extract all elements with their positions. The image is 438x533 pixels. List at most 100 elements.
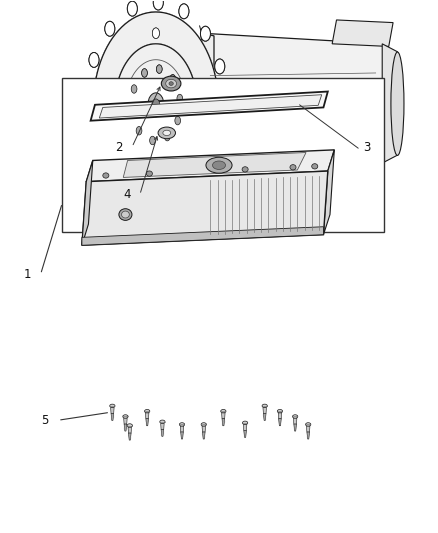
Ellipse shape — [85, 129, 95, 144]
Ellipse shape — [127, 1, 138, 16]
Ellipse shape — [89, 52, 99, 67]
Ellipse shape — [145, 409, 150, 413]
Ellipse shape — [105, 21, 115, 36]
Ellipse shape — [136, 126, 142, 135]
Polygon shape — [332, 20, 393, 46]
Polygon shape — [128, 433, 131, 440]
Ellipse shape — [150, 136, 155, 145]
Ellipse shape — [170, 75, 176, 83]
Polygon shape — [115, 44, 197, 166]
Ellipse shape — [119, 188, 128, 203]
Ellipse shape — [170, 75, 176, 83]
Ellipse shape — [152, 171, 159, 182]
Ellipse shape — [146, 171, 152, 176]
Ellipse shape — [293, 415, 298, 418]
Polygon shape — [228, 160, 271, 176]
Polygon shape — [201, 33, 385, 176]
Ellipse shape — [170, 196, 180, 211]
Polygon shape — [161, 430, 164, 437]
Polygon shape — [124, 424, 127, 431]
Ellipse shape — [179, 4, 189, 19]
Ellipse shape — [121, 211, 129, 218]
Ellipse shape — [152, 99, 160, 111]
Ellipse shape — [312, 164, 318, 169]
Polygon shape — [82, 227, 323, 245]
Ellipse shape — [175, 116, 180, 125]
Ellipse shape — [144, 199, 154, 214]
Polygon shape — [145, 413, 149, 419]
Ellipse shape — [219, 111, 229, 126]
Polygon shape — [82, 171, 328, 245]
Ellipse shape — [193, 178, 203, 193]
FancyBboxPatch shape — [296, 115, 360, 157]
Ellipse shape — [110, 404, 115, 408]
Ellipse shape — [262, 404, 267, 408]
Polygon shape — [278, 413, 282, 419]
Polygon shape — [293, 418, 297, 424]
Ellipse shape — [105, 21, 115, 36]
Ellipse shape — [141, 69, 147, 77]
Ellipse shape — [215, 59, 225, 74]
Polygon shape — [307, 426, 310, 432]
Ellipse shape — [212, 161, 226, 169]
Ellipse shape — [215, 59, 225, 74]
Ellipse shape — [201, 26, 210, 41]
Polygon shape — [382, 44, 397, 163]
Ellipse shape — [158, 127, 176, 139]
Ellipse shape — [220, 98, 230, 112]
Ellipse shape — [127, 424, 132, 427]
Ellipse shape — [153, 0, 163, 10]
Ellipse shape — [156, 65, 162, 74]
Ellipse shape — [166, 79, 177, 88]
Polygon shape — [263, 414, 266, 421]
Polygon shape — [93, 12, 219, 198]
Polygon shape — [99, 95, 322, 118]
Polygon shape — [323, 150, 334, 235]
Ellipse shape — [119, 188, 128, 203]
Ellipse shape — [212, 123, 219, 132]
Polygon shape — [279, 419, 281, 426]
Polygon shape — [115, 44, 197, 166]
Ellipse shape — [201, 423, 206, 426]
Ellipse shape — [306, 423, 311, 426]
Ellipse shape — [85, 129, 95, 144]
Polygon shape — [82, 160, 93, 245]
Polygon shape — [91, 92, 328, 120]
Polygon shape — [180, 426, 184, 432]
Ellipse shape — [211, 149, 221, 164]
Ellipse shape — [152, 28, 159, 38]
Ellipse shape — [131, 85, 137, 93]
Ellipse shape — [277, 409, 283, 413]
Text: 1: 1 — [24, 268, 31, 281]
Ellipse shape — [148, 93, 164, 117]
Ellipse shape — [129, 107, 135, 115]
Ellipse shape — [152, 99, 160, 111]
Ellipse shape — [98, 163, 108, 178]
Polygon shape — [222, 413, 225, 419]
Polygon shape — [111, 414, 114, 421]
Polygon shape — [202, 426, 205, 432]
Ellipse shape — [148, 93, 164, 117]
Ellipse shape — [82, 90, 92, 105]
Ellipse shape — [119, 209, 132, 220]
Ellipse shape — [156, 65, 162, 74]
Ellipse shape — [89, 52, 99, 67]
Polygon shape — [180, 432, 184, 439]
Ellipse shape — [152, 171, 159, 182]
Ellipse shape — [242, 167, 248, 172]
Ellipse shape — [177, 94, 183, 103]
Ellipse shape — [219, 111, 229, 126]
Ellipse shape — [177, 94, 183, 103]
Polygon shape — [111, 408, 114, 414]
Ellipse shape — [179, 4, 189, 19]
Polygon shape — [146, 419, 148, 426]
Polygon shape — [307, 432, 310, 439]
Polygon shape — [161, 424, 164, 430]
Ellipse shape — [141, 69, 147, 77]
Ellipse shape — [129, 107, 135, 115]
Polygon shape — [244, 425, 247, 431]
Ellipse shape — [180, 423, 185, 426]
Polygon shape — [263, 408, 266, 414]
Ellipse shape — [211, 149, 221, 164]
Ellipse shape — [170, 196, 180, 211]
